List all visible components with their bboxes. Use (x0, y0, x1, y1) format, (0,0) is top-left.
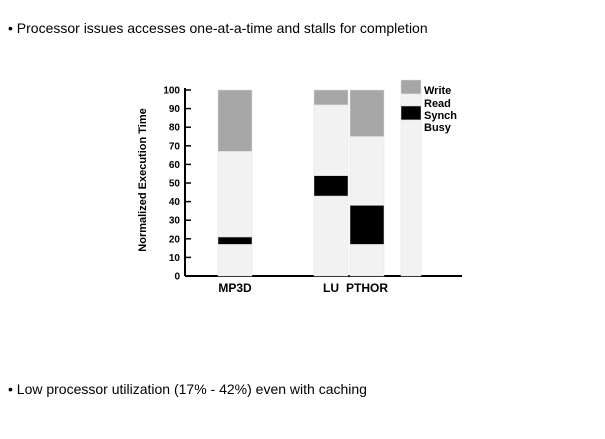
legend-label-write: Write (424, 85, 451, 97)
y-tick-label: 10 (169, 253, 181, 264)
bar-mp3d-synch (217, 236, 253, 245)
y-axis-label: Normalized Execution Time (137, 108, 149, 251)
y-tick-label: 90 (169, 104, 181, 115)
legend-label-read: Read (424, 98, 451, 110)
y-tick-label: 50 (169, 179, 181, 190)
legend-label-synch: Synch (424, 110, 457, 122)
bullet-bottom: • Low processor utilization (17% - 42%) … (8, 381, 367, 397)
legend-label-busy: Busy (424, 122, 452, 134)
bar-lu-busy (313, 195, 349, 277)
bar-pthor-write (349, 89, 385, 137)
bar-mp3d-read (217, 151, 253, 238)
y-tick-label: 0 (174, 272, 180, 283)
bar-pthor-synch (349, 205, 385, 245)
bar-pthor-busy (349, 244, 385, 277)
bar-lu-synch (313, 175, 349, 197)
legend-swatch-synch (400, 105, 422, 121)
bar-mp3d-write (217, 89, 253, 152)
bar-lu-read (313, 104, 349, 176)
bar-pthor-read (349, 136, 385, 206)
y-tick-label: 70 (169, 141, 181, 152)
y-tick-label: 20 (169, 234, 181, 245)
x-tick-label: MP3D (218, 281, 252, 295)
y-tick-label: 60 (169, 160, 181, 171)
y-tick-label: 80 (169, 123, 181, 134)
y-tick-label: 40 (169, 197, 181, 208)
bullet-top: • Processor issues accesses one-at-a-tim… (8, 20, 428, 36)
legend-swatch-read (400, 93, 422, 107)
y-tick-label: 100 (163, 86, 180, 97)
bar-lu-write (313, 89, 349, 106)
legend-swatch-busy (400, 119, 422, 277)
legend-swatch-write (400, 79, 422, 95)
bar-mp3d-busy (217, 244, 253, 277)
x-tick-label: PTHOR (346, 281, 388, 295)
y-tick-label: 30 (169, 216, 181, 227)
x-tick-label: LU (323, 281, 339, 295)
